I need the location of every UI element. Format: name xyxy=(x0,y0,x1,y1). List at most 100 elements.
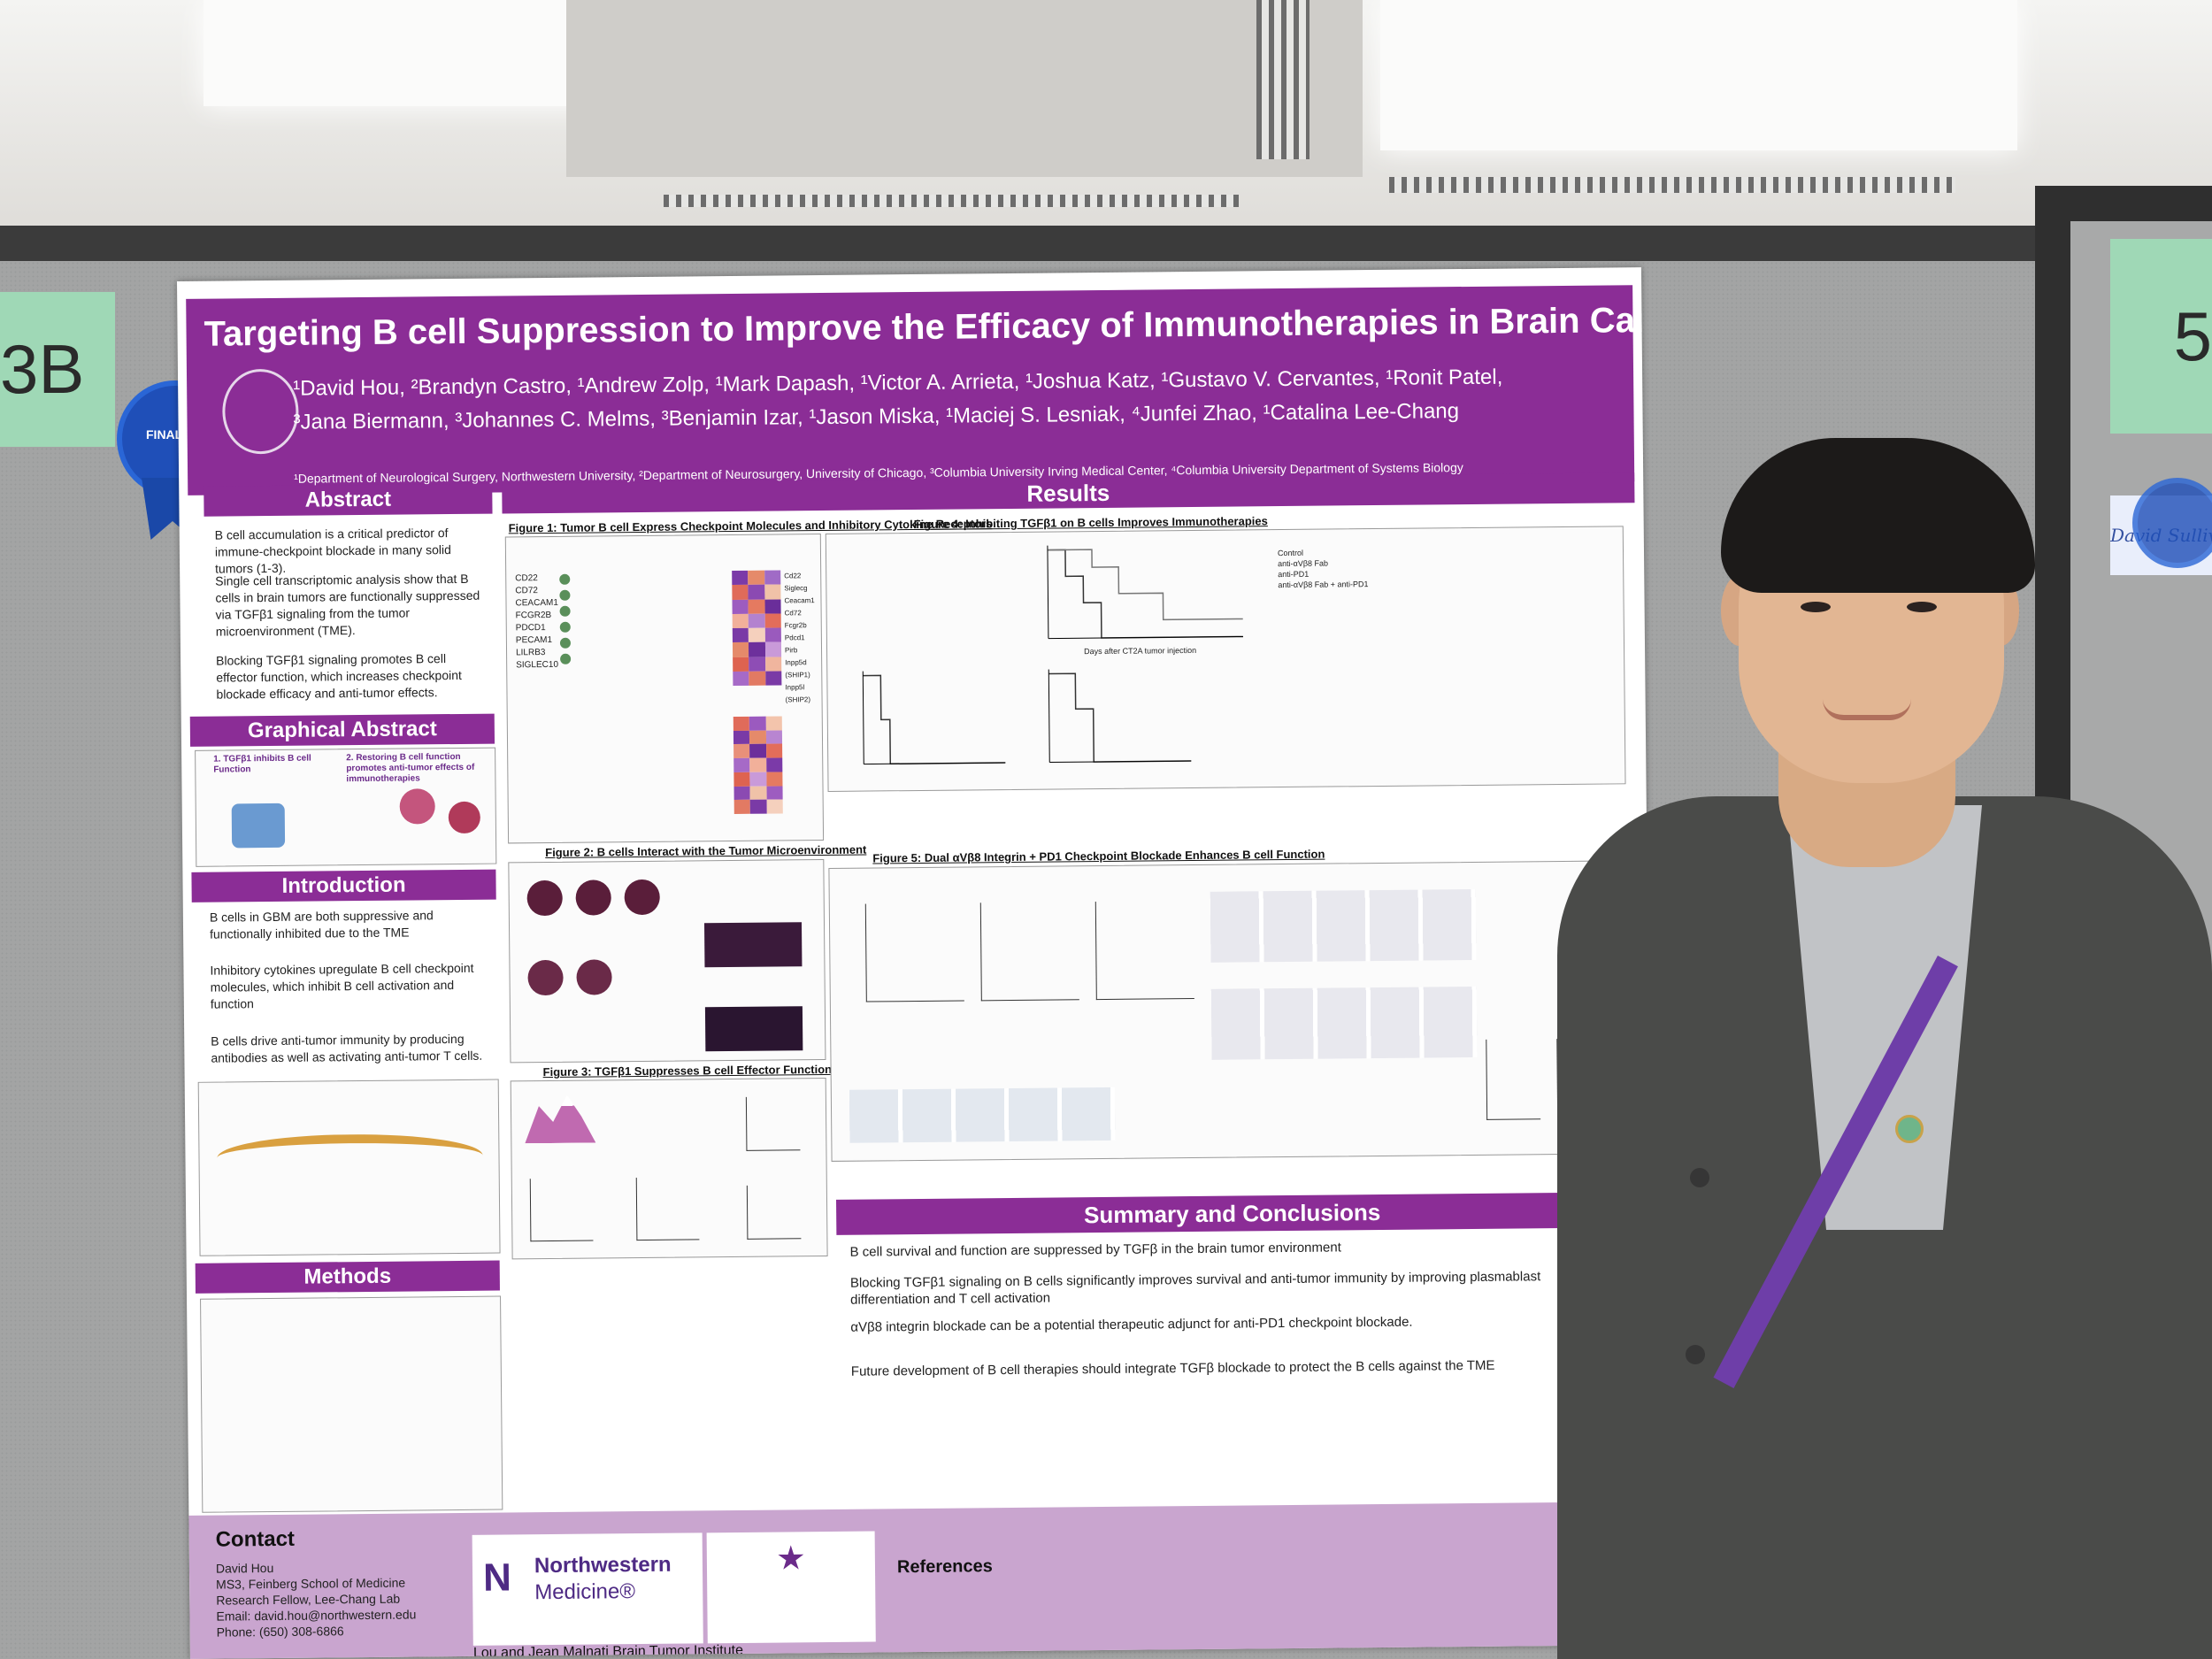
cardigan-button xyxy=(1690,1168,1709,1187)
neighbor-booth-sign: 5 xyxy=(2110,239,2212,434)
legend-item: Control xyxy=(1277,548,1304,558)
tsne-plot xyxy=(624,879,660,916)
neighbor-ribbon xyxy=(2132,478,2212,568)
summary-point: B cell survival and function are suppres… xyxy=(849,1240,1341,1260)
flow-cytometry-plots xyxy=(1210,888,1477,963)
cell-membrane-illustration xyxy=(217,1133,483,1180)
graphical-abstract-label: 2. Restoring B cell function promotes an… xyxy=(346,751,475,785)
ceiling-vent xyxy=(1256,0,1310,159)
research-poster: Targeting B cell Suppression to Improve … xyxy=(177,267,1655,1659)
heatmap-gene-label: Pdcd1 xyxy=(784,634,805,642)
graphical-abstract-heading: Graphical Abstract xyxy=(189,713,495,747)
abstract-point: B cell accumulation is a critical predic… xyxy=(214,526,451,576)
graphical-abstract-label: 1. TGFβ1 inhibits B cell Function xyxy=(213,753,311,775)
heatmap-gene-label: Inpp5l (SHIP2) xyxy=(785,683,811,704)
gene-label: FCGR2B xyxy=(515,610,552,621)
methods-figure xyxy=(200,1295,503,1513)
tsne-plot xyxy=(527,959,564,996)
gene-list: CD22 CD72 CEACAM1 FCGR2B PDCD1 PECAM1 LI… xyxy=(515,572,558,672)
northwestern-medicine-logo: N Northwestern Medicine® xyxy=(472,1532,703,1646)
x-axis-label: Days after CT2A tumor injection xyxy=(1084,645,1197,657)
dot-plot-point xyxy=(559,573,571,585)
figure-1: CD22 CD72 CEACAM1 FCGR2B PDCD1 PECAM1 LI… xyxy=(504,534,825,844)
smile xyxy=(1823,699,1911,720)
survival-curve-plot xyxy=(862,671,1006,765)
microscopy-image xyxy=(704,1006,803,1052)
poster-title: Targeting B cell Suppression to Improve … xyxy=(204,300,1655,354)
bar-chart xyxy=(979,902,1079,1002)
cardigan-button xyxy=(1686,1345,1705,1364)
booth-number-sign: 3B xyxy=(0,292,115,447)
summary-point: αVβ8 integrin blockade can be a potentia… xyxy=(850,1314,1413,1335)
jade-pendant xyxy=(1895,1115,1924,1143)
heatmap-gene-label: Siglecg xyxy=(784,584,808,593)
tsne-plot xyxy=(575,879,611,916)
dot-plot-point xyxy=(559,589,571,601)
figure-4: Control anti-αVβ8 Fab anti-PD1 anti-αVβ8… xyxy=(825,526,1626,792)
cell-illustration xyxy=(399,788,435,825)
introduction-heading: Introduction xyxy=(191,869,496,902)
bar-chart xyxy=(745,1096,801,1151)
contact-line: Research Fellow, Lee-Chang Lab xyxy=(216,1591,401,1608)
nm-logo-icon: N xyxy=(482,1555,512,1600)
summary-point: Future development of B cell therapies s… xyxy=(850,1357,1495,1379)
flow-cytometry-plots xyxy=(849,1087,1116,1143)
references-heading: References xyxy=(896,1556,993,1578)
checkpoint-heatmap xyxy=(732,570,782,686)
heatmap-gene-label: Inpp5d (SHIP1) xyxy=(785,658,810,680)
ceiling-vent xyxy=(664,195,1239,207)
abstract-point: Single cell transcriptomic analysis show… xyxy=(215,571,480,639)
dot-plot-point xyxy=(559,605,571,617)
contact-line: Phone: (650) 308-6866 xyxy=(216,1624,344,1640)
gene-label: PDCD1 xyxy=(515,623,546,634)
collared-shirt xyxy=(1787,805,1982,1230)
survival-legend: Control anti-αVβ8 Fab anti-PD1 anti-αVβ8… xyxy=(1278,547,1369,590)
university-seal-icon xyxy=(221,368,299,455)
gene-label: CD22 xyxy=(515,573,538,584)
abstract-heading: Abstract xyxy=(204,483,493,517)
ceiling-beam xyxy=(566,0,1363,177)
presenter xyxy=(1557,425,2212,1659)
figure-2-title: Figure 2: B cells Interact with the Tumo… xyxy=(545,842,867,860)
introduction-figure xyxy=(197,1079,501,1256)
contact-line: MS3, Feinberg School of Medicine xyxy=(216,1575,406,1592)
bar-chart xyxy=(864,902,964,1002)
figure-2 xyxy=(508,859,826,1064)
dot-plot xyxy=(559,573,572,664)
hair xyxy=(1721,438,2035,593)
legend-item: anti-PD1 xyxy=(1278,569,1310,580)
heatmap-gene-list: Cd22 Siglecg Ceacam1 Cd72 Fcgr2b Pdcd1 P… xyxy=(784,570,821,706)
gene-label: PECAM1 xyxy=(515,634,553,646)
introduction-point: B cells drive anti-tumor immunity by pro… xyxy=(211,1031,483,1065)
figure-4-title: Figure 4: Inhibiting TGFβ1 on B cells Im… xyxy=(913,514,1268,532)
heatmap-gene-label: Ceacam1 xyxy=(784,596,815,605)
abstract-point: Blocking TGFβ1 signaling promotes B cell… xyxy=(216,651,462,702)
bar-chart xyxy=(635,1177,700,1241)
author-list: ¹David Hou, ²Brandyn Castro, ¹Andrew Zol… xyxy=(293,360,1603,440)
tsne-plot xyxy=(576,959,612,995)
bar-chart xyxy=(529,1178,594,1242)
gene-label: SIGLEC10 xyxy=(516,659,559,671)
graphical-abstract-figure: 1. TGFβ1 inhibits B cell Function 2. Res… xyxy=(195,747,497,867)
bar-chart xyxy=(1094,901,1194,1001)
bar-chart xyxy=(746,1185,802,1240)
receptor-heatmap xyxy=(733,716,783,814)
heatmap-gene-label: Fcgr2b xyxy=(784,621,807,630)
introduction-point: B cells in GBM are both suppressive and … xyxy=(209,908,434,941)
flow-cytometry-plots xyxy=(1210,986,1478,1060)
cell-illustration xyxy=(448,801,481,834)
legend-item: anti-αVβ8 Fab xyxy=(1278,558,1329,569)
heatmap-gene-label: Cd22 xyxy=(784,572,802,580)
tsne-plot xyxy=(526,879,563,917)
cell-illustration xyxy=(231,803,286,849)
dot-plot-point xyxy=(559,621,571,633)
figure-3 xyxy=(510,1077,828,1260)
figure-5 xyxy=(828,860,1630,1162)
lurie-emblem-icon xyxy=(778,1545,804,1571)
survival-curve-plot xyxy=(1047,545,1243,640)
survival-curve-plot xyxy=(1048,669,1192,764)
right-eye xyxy=(1907,602,1937,612)
dot-plot-point xyxy=(560,653,572,664)
gene-label: LILRB3 xyxy=(515,648,546,658)
figure-3-title: Figure 3: TGFβ1 Suppresses B cell Effect… xyxy=(542,1062,839,1079)
